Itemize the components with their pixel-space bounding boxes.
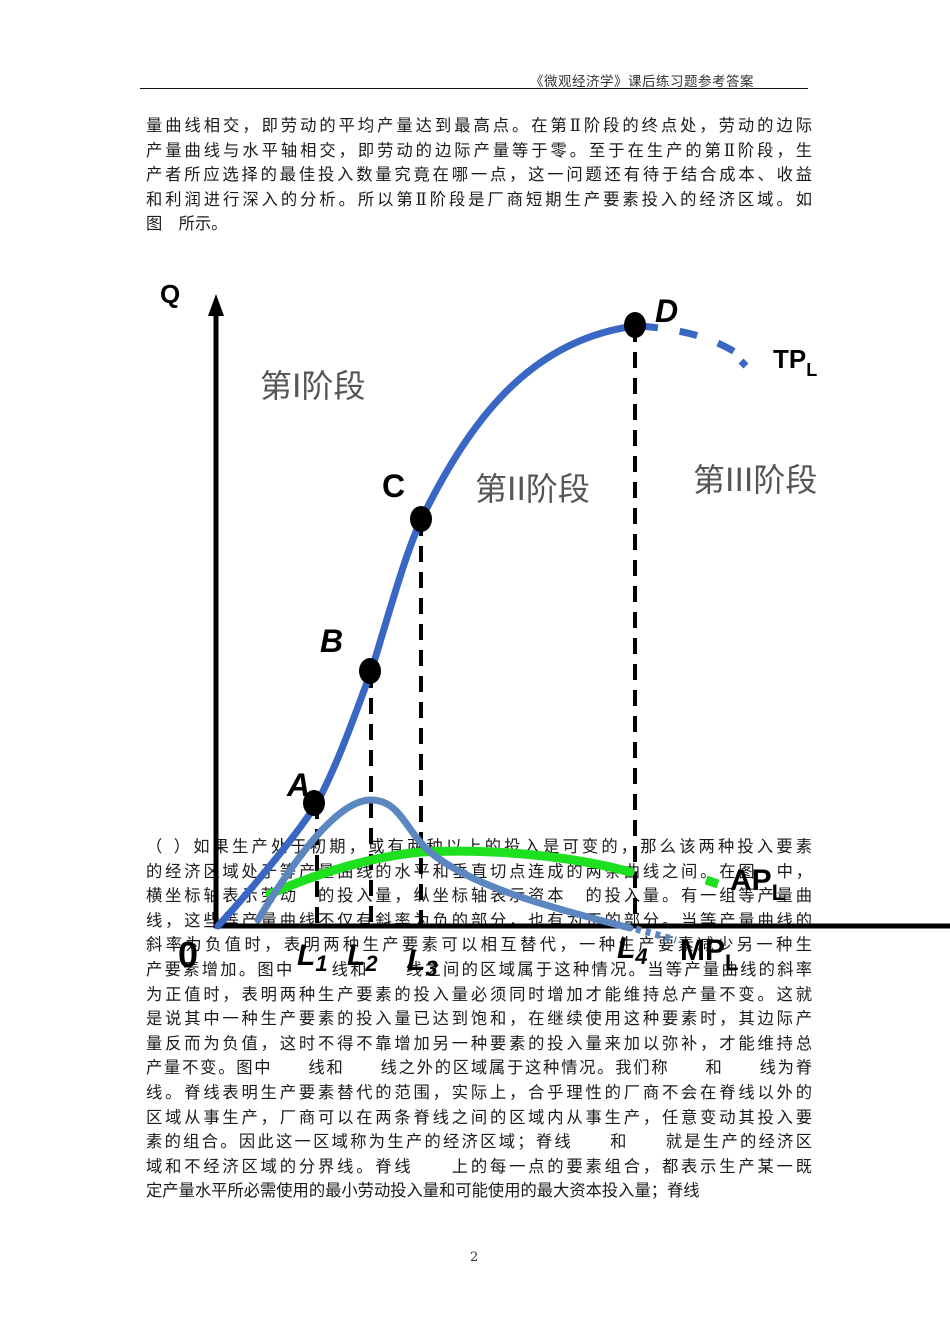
text-line: 和利润进行深入的分析。所以第Ⅱ阶段是厂商短期生产要素投入的经济区域。如 <box>146 189 812 209</box>
mp-curve <box>254 796 634 932</box>
text-line: 区域从事生产，厂商可以在两条脊线之间的区域内从事生产，任意变动其投入要 <box>146 1107 812 1127</box>
text-line: 产量曲线与水平轴相交，即劳动的边际产量等于零。至于在生产的第Ⅱ阶段，生 <box>146 140 812 160</box>
text-line: 是说其中一种生产要素的投入量已达到饱和，在继续使用这种要素时，其边际产 <box>146 1009 812 1029</box>
header-rule <box>140 88 808 89</box>
l1-tick-label: L1 <box>297 939 328 976</box>
chart-axes <box>208 294 950 929</box>
text-line: 为正值时，表明两种生产要素的投入量必须同时增加才能维持总产量不变。这就 <box>146 984 812 1004</box>
ap-label: APL <box>730 864 785 905</box>
y-axis-arrow-icon <box>208 294 224 316</box>
stage-1-label: 第I阶段 <box>260 367 365 405</box>
text-line: 定产量水平所必需使用的最小劳动投入量和可能使用的最大资本投入量；脊线 <box>146 1181 700 1201</box>
y-axis-label: Q <box>160 279 180 309</box>
tp-curve-declining <box>639 322 737 356</box>
text-line: 素的组合。因此这一区域称为生产的经济区域；脊线 和 就是生产的经济区 <box>146 1132 812 1152</box>
tp-curve <box>214 322 639 930</box>
origin-label: 0 <box>178 934 198 975</box>
point-c-marker <box>410 506 432 532</box>
running-header-title: 《微观经济学》课后练习题参考答案 <box>530 74 754 90</box>
point-c-label: C <box>382 468 405 504</box>
text-line: 斜率为负值时，表明两种生产要素可以相互替代，一种生产要素减少另一种生 <box>146 935 812 955</box>
point-b-marker <box>359 658 381 684</box>
ap-curve-tail <box>704 875 720 889</box>
text-line: 图 所示。 <box>146 214 228 234</box>
point-a-marker <box>303 790 325 816</box>
l2-tick-label: L2 <box>347 939 378 976</box>
tp-end-marker <box>738 358 749 369</box>
text-line: 产量不变。图中 线和 线之外的区域属于这种情况。我们称 和 线为脊 <box>146 1058 812 1078</box>
paragraph-stage-explanation: 量曲线相交，即劳动的平均产量达到最高点。在第Ⅱ阶段的终点处，劳动的边际 产量曲线… <box>146 114 812 237</box>
ap-curve <box>265 846 635 899</box>
mp-label: MPL <box>680 934 738 975</box>
point-b-label: B <box>320 623 343 659</box>
curve-points <box>303 312 646 816</box>
text-line: 量曲线相交，即劳动的平均产量达到最高点。在第Ⅱ阶段的终点处，劳动的边际 <box>146 116 812 135</box>
l3-tick-label: L3 <box>407 944 438 981</box>
stage-3-label: 第III阶段 <box>693 461 817 499</box>
point-d-label: D <box>655 293 678 329</box>
l4-tick-label: L4 <box>617 932 648 969</box>
point-d-marker <box>624 312 646 338</box>
text-line: 产要素增加。图中 线和 线之间的区域属于这种情况。当等产量曲线的斜率 <box>146 959 812 979</box>
point-a-label: A <box>286 767 310 803</box>
tp-label: TPL <box>773 344 817 380</box>
text-line: 横坐标轴表示劳动 的投入量，纵坐标轴表示资本 的投入量。有一组等产量曲 <box>146 886 812 906</box>
stage-2-label: 第II阶段 <box>475 470 590 508</box>
text-line: 线。脊线表明生产要素替代的范围，实际上，合乎理性的厂商不会在脊线以外的 <box>146 1082 812 1102</box>
text-line: 量反而为负值，这时不得不靠增加另一种要素的投入量来加以弥补，才能维持总 <box>146 1033 812 1053</box>
text-line: 产者所应选择的最佳投入数量究竟在哪一点，这一问题还有待于结合成本、收益 <box>146 165 812 185</box>
text-line: 域和不经济区域的分界线。脊线 上的每一点的要素组合，都表示生产某一既 <box>146 1156 812 1176</box>
paragraph-ridge-lines: （ ）如果生产处于初期，或有两种以上的投入是可变的，那么该两种投入要素 的经济区… <box>146 835 812 1204</box>
guide-lines <box>315 326 637 925</box>
page-number: 2 <box>470 1250 479 1265</box>
mp-curve-negative <box>635 925 677 944</box>
